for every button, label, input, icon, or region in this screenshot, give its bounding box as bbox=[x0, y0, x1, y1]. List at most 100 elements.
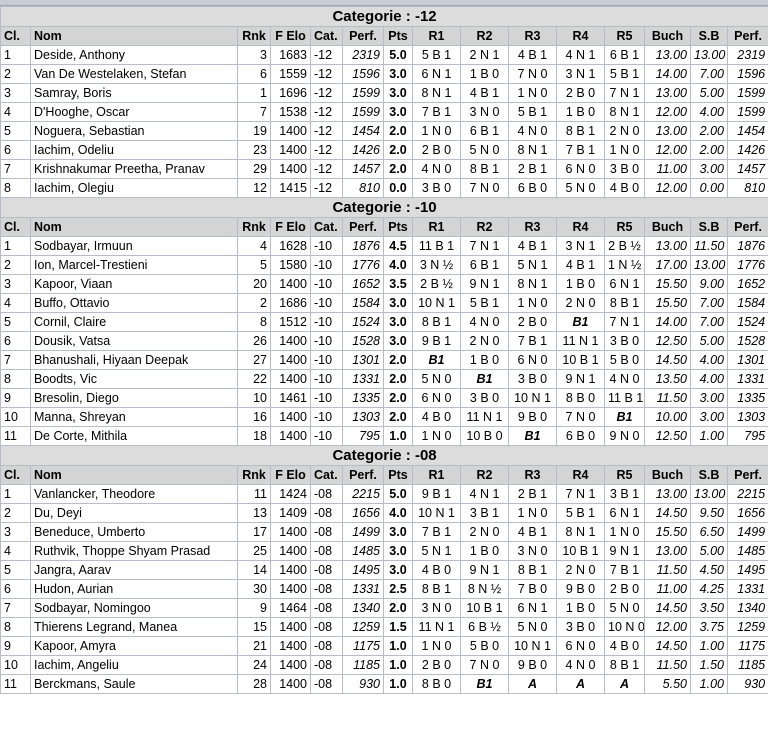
cell: 10 N 1 bbox=[508, 636, 557, 656]
cell: 5.00 bbox=[690, 83, 728, 103]
column-header: R1 bbox=[412, 26, 461, 46]
cell: 1776 bbox=[726, 255, 768, 275]
cell: 5 B 1 bbox=[412, 45, 461, 65]
cell: 3.00 bbox=[690, 407, 728, 427]
cell: 3.0 bbox=[383, 312, 413, 332]
cell: 1454 bbox=[342, 121, 384, 141]
cell: 8 bbox=[0, 369, 31, 389]
cell: 2.5 bbox=[383, 579, 413, 599]
cell: 5.00 bbox=[690, 541, 728, 561]
cell: 6 N 0 bbox=[556, 159, 605, 179]
cell: 6 N 1 bbox=[412, 64, 461, 84]
cell: 10 B 1 bbox=[460, 598, 509, 618]
cell: 13.00 bbox=[690, 255, 728, 275]
column-header: Cl. bbox=[0, 217, 31, 237]
cell: 1426 bbox=[342, 140, 384, 160]
player-row: 11 Berckmans, Saule 28 1400 -08 930 1.0 8 B 0 B1… bbox=[0, 674, 768, 694]
cell: 4 N 0 bbox=[412, 159, 461, 179]
cell: 2.0 bbox=[383, 388, 413, 408]
cell: 13.50 bbox=[644, 369, 691, 389]
column-header: F Elo bbox=[270, 465, 311, 485]
cell: 1.0 bbox=[383, 426, 413, 446]
player-row: 4 Ruthvik, Thoppe Shyam Prasad 25 1400 -08 14… bbox=[0, 541, 768, 561]
cell: 6 bbox=[0, 579, 31, 599]
cell: 7 N 1 bbox=[460, 236, 509, 256]
column-header: Buch bbox=[644, 26, 691, 46]
cell: -08 bbox=[310, 636, 343, 656]
cell: 8 B 1 bbox=[460, 159, 509, 179]
cell: 1301 bbox=[342, 350, 384, 370]
cell: 7.00 bbox=[690, 293, 728, 313]
cell: 1 N ½ bbox=[604, 255, 645, 275]
cell: 28 bbox=[237, 674, 271, 694]
cell: 2 B 0 bbox=[556, 83, 605, 103]
cell: 2 bbox=[0, 64, 31, 84]
cell: 1512 bbox=[270, 312, 311, 332]
cell: 9 B 0 bbox=[508, 407, 557, 427]
cell: 15.50 bbox=[644, 522, 691, 542]
cell: 1 N 0 bbox=[508, 293, 557, 313]
cell: 1599 bbox=[342, 102, 384, 122]
cell: 1409 bbox=[270, 503, 311, 523]
cell: 1400 bbox=[270, 522, 311, 542]
column-header: Cat. bbox=[310, 217, 343, 237]
cell: 4 bbox=[237, 236, 271, 256]
cell: 6 N 0 bbox=[508, 350, 557, 370]
cell: 21 bbox=[237, 636, 271, 656]
cell: 9 bbox=[237, 598, 271, 618]
cell: -10 bbox=[310, 331, 343, 351]
cell: 6 B 0 bbox=[556, 426, 605, 446]
cell: -12 bbox=[310, 178, 343, 198]
cell: 1400 bbox=[270, 121, 311, 141]
column-header: R4 bbox=[556, 465, 605, 485]
cell: 5 N 0 bbox=[604, 598, 645, 618]
cell: Deside, Anthony bbox=[30, 45, 238, 65]
cell: 4.00 bbox=[690, 350, 728, 370]
cell: Iachim, Angeliu bbox=[30, 655, 238, 675]
column-header: Pts bbox=[383, 217, 413, 237]
cell: 11.50 bbox=[644, 388, 691, 408]
cell: 4 N 0 bbox=[556, 655, 605, 675]
cell: 4 B 0 bbox=[604, 178, 645, 198]
cell: 1335 bbox=[342, 388, 384, 408]
cell: 1485 bbox=[726, 541, 768, 561]
cell: -08 bbox=[310, 503, 343, 523]
column-header: R3 bbox=[508, 465, 557, 485]
cell: 11.50 bbox=[644, 560, 691, 580]
cell: 10 N 1 bbox=[508, 388, 557, 408]
cell: 9 B 1 bbox=[412, 331, 461, 351]
cell: 1596 bbox=[726, 64, 768, 84]
cell: Berckmans, Saule bbox=[30, 674, 238, 694]
column-header: Cat. bbox=[310, 465, 343, 485]
cell: 3 bbox=[0, 83, 31, 103]
cell: 1.0 bbox=[383, 655, 413, 675]
header-row: Cl. Nom Rnk F Elo Cat. Perf. Pts R1 R2 R3 R4 R5 Buch… bbox=[0, 465, 768, 485]
cell: 1 B 0 bbox=[556, 102, 605, 122]
cell: 2 N 0 bbox=[556, 560, 605, 580]
cell: A bbox=[508, 674, 557, 694]
cell: 1599 bbox=[342, 83, 384, 103]
column-header: R1 bbox=[412, 217, 461, 237]
cell: 14.50 bbox=[644, 636, 691, 656]
cell: Dousik, Vatsa bbox=[30, 331, 238, 351]
cell: 3.0 bbox=[383, 560, 413, 580]
cell: 9 B 0 bbox=[508, 655, 557, 675]
cell: 4.00 bbox=[690, 102, 728, 122]
cell: 6 N 1 bbox=[508, 598, 557, 618]
cell: 10 B 1 bbox=[556, 541, 605, 561]
cell: 6 bbox=[0, 140, 31, 160]
cell: 1400 bbox=[270, 426, 311, 446]
cell: 5 N 0 bbox=[508, 617, 557, 637]
cell: 1 bbox=[0, 484, 31, 504]
cell: 4.0 bbox=[383, 255, 413, 275]
cell: De Corte, Mithila bbox=[30, 426, 238, 446]
cell: 13.00 bbox=[644, 83, 691, 103]
cell: 2.0 bbox=[383, 407, 413, 427]
cell: 9 N 1 bbox=[604, 541, 645, 561]
cell: 13.00 bbox=[690, 484, 728, 504]
player-row: 8 Thierens Legrand, Manea 15 1400 -08 1259 1.5… bbox=[0, 617, 768, 637]
cell: 3 B 0 bbox=[604, 331, 645, 351]
cell: 10 bbox=[0, 407, 31, 427]
